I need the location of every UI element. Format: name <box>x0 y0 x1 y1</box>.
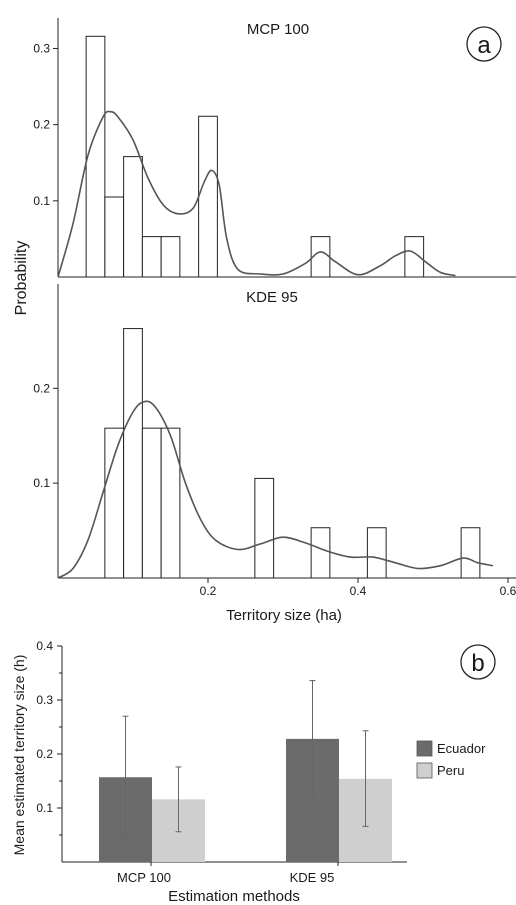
pa-bin-3 <box>141 236 162 278</box>
kde-x-axis-label: Territory size (ha) <box>226 607 342 624</box>
pk-bin-5 <box>310 527 331 579</box>
legend: Ecuador Peru <box>416 740 486 779</box>
pa-bin-2 <box>123 156 143 278</box>
pk-xtick-label-1: 0.4 <box>350 584 367 598</box>
category-label-kde95: KDE 95 <box>290 870 335 885</box>
histogram-kde95: 0.1 0.2 0.2 0.4 0.6 KDE 95 Territory size (h… <box>33 284 516 624</box>
bar-y-axis-label: Mean estimated territory size (h) <box>11 655 27 856</box>
bar-x-axis-label: Estimation methods <box>168 888 300 905</box>
probability-axis-label: Probability <box>13 241 30 316</box>
bar-ytick-label-3: 0.4 <box>36 639 53 653</box>
kde-title: KDE 95 <box>246 289 298 306</box>
pk-bin-3 <box>160 427 181 579</box>
mcp-density-curve <box>57 110 456 278</box>
pa-bin-1 <box>104 196 125 278</box>
bar-ytick-label-1: 0.2 <box>36 747 53 761</box>
pa-bin-4 <box>160 236 181 278</box>
pk-ytick-label-0: 0.1 <box>33 476 50 490</box>
pk-bin-6 <box>366 527 387 579</box>
histogram-mcp100: 0.1 0.2 0.3 MCP 100 a <box>33 18 516 278</box>
legend-swatch-peru <box>416 762 433 779</box>
pk-bin-0 <box>104 427 125 579</box>
panel-a-label: a <box>477 32 491 59</box>
pk-bin-1 <box>123 328 143 579</box>
mcp-title: MCP 100 <box>247 21 309 38</box>
pa-ytick-label-0: 0.1 <box>33 194 50 208</box>
pa-bin-5 <box>198 115 218 278</box>
pk-xtick-label-2: 0.6 <box>500 584 516 598</box>
pk-bin-2 <box>141 427 162 579</box>
legend-label-peru: Peru <box>437 763 464 778</box>
panel-b-badge <box>460 644 496 680</box>
pa-ytick-label-2: 0.3 <box>33 41 50 55</box>
bar-ytick-label-0: 0.1 <box>36 801 53 815</box>
pk-ytick-label-1: 0.2 <box>33 381 50 395</box>
legend-swatch-ecuador <box>416 740 433 757</box>
kde-density-curve <box>57 400 494 579</box>
category-label-mcp100: MCP 100 <box>117 870 171 885</box>
pk-xtick-label-0: 0.2 <box>200 584 217 598</box>
pa-bin-0 <box>85 35 106 278</box>
pa-ytick-label-1: 0.2 <box>33 118 50 132</box>
pk-bin-4 <box>254 477 275 579</box>
panel-a-badge <box>466 26 502 62</box>
panel-b-label: b <box>471 650 484 677</box>
pa-bin-7 <box>404 236 425 278</box>
bar-chart-territory-size: 0.1 0.2 0.3 0.4 MCP 100 KDE 95 Estimation m… <box>11 639 496 905</box>
pk-bin-7 <box>460 527 481 579</box>
bar-ytick-label-2: 0.3 <box>36 693 53 707</box>
legend-label-ecuador: Ecuador <box>437 741 486 756</box>
